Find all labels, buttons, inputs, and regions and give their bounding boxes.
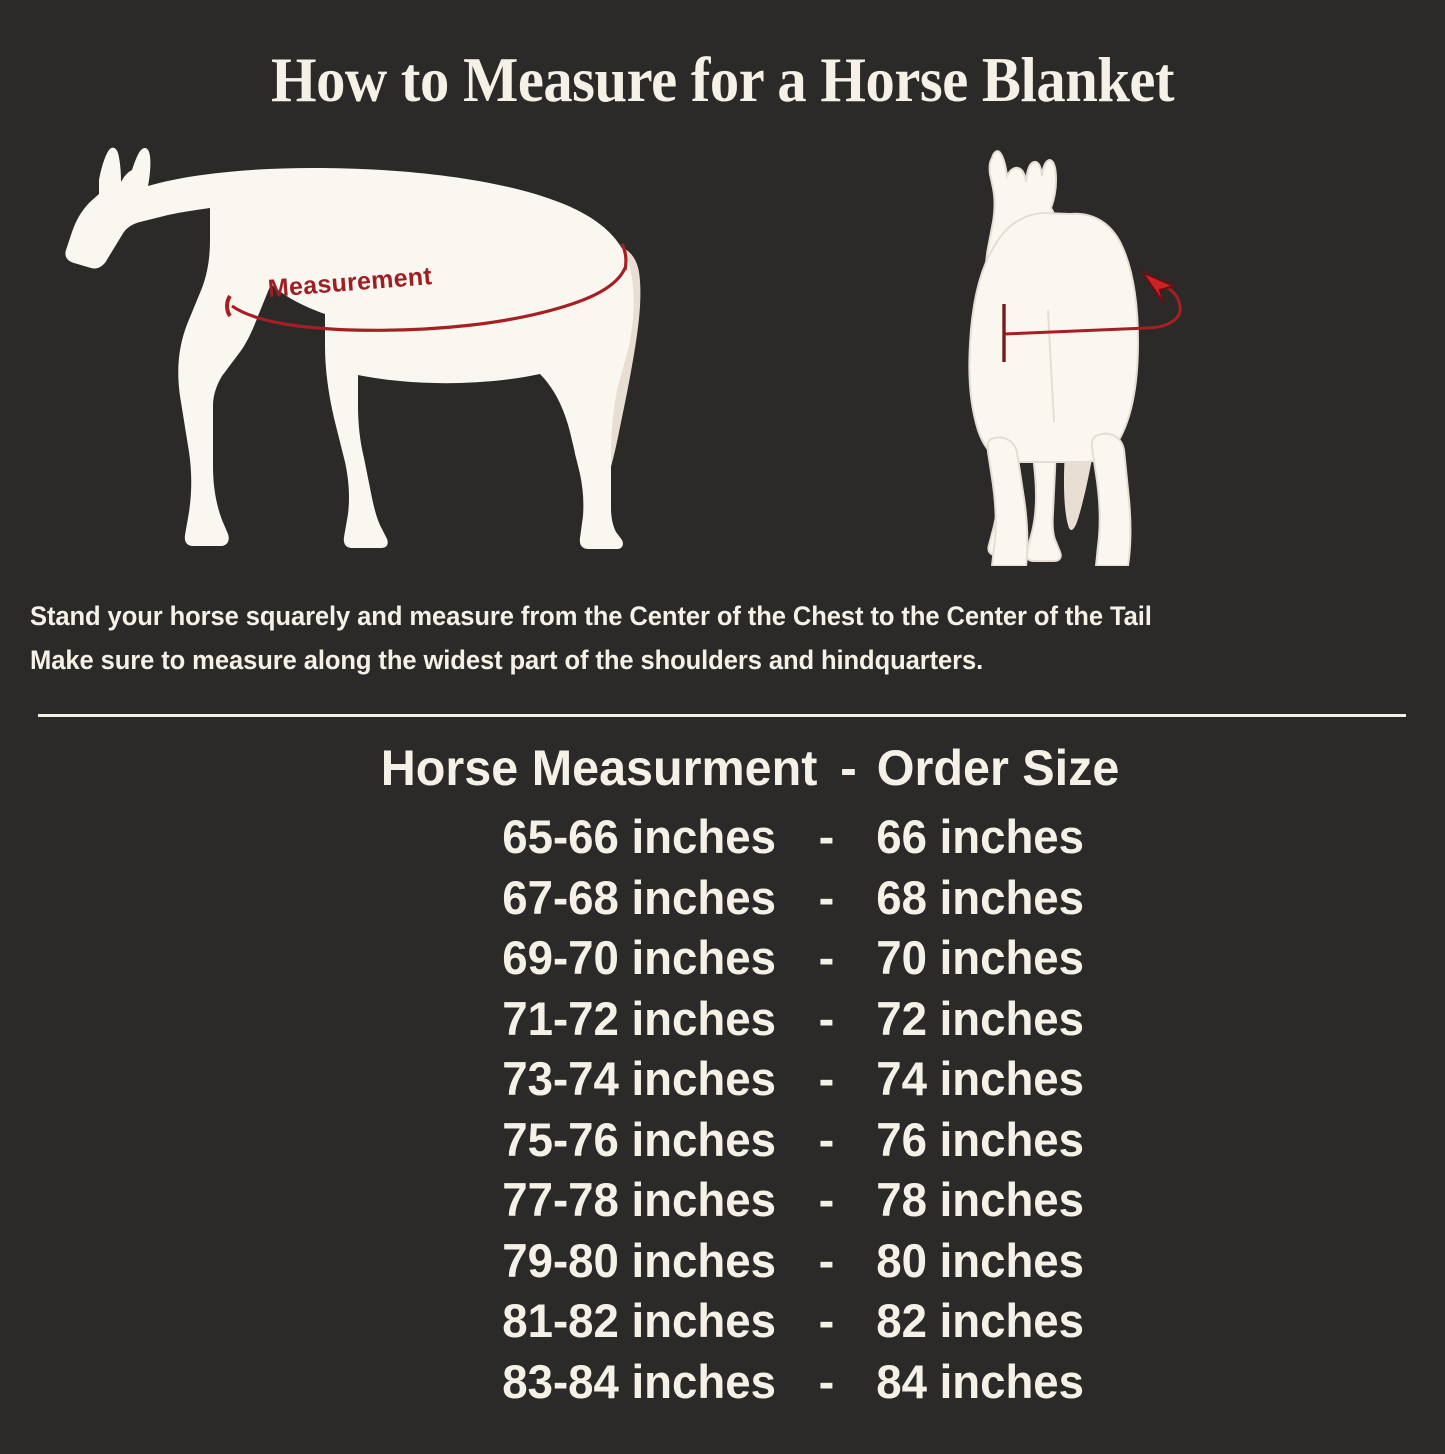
cell-measurement: 73-74 inches <box>502 1052 777 1105</box>
cell-order-size: 84 inches <box>875 1354 1084 1408</box>
cell-measurement: 83-84 inches <box>502 1354 777 1408</box>
cell-measurement: 75-76 inches <box>502 1112 777 1166</box>
horse-side-view: Measurement <box>62 136 702 566</box>
instruction-line-1: Stand your horse squarely and measure fr… <box>30 601 1152 631</box>
table-row: 71-72 inches - 72 inches <box>0 989 1445 1050</box>
horse-body-rear <box>968 211 1140 463</box>
cell-order-size: 68 inches <box>875 870 1084 924</box>
cell-dash: - <box>818 931 835 984</box>
cell-order-size: 78 inches <box>875 1173 1084 1226</box>
table-row: 73-74 inches - 74 inches <box>0 1049 1445 1110</box>
measurement-curve-rear <box>1147 284 1182 330</box>
cell-dash: - <box>818 810 835 863</box>
horse-hind-leg-left-rear <box>986 436 1029 566</box>
measurement-start-tick <box>225 294 232 318</box>
cell-measurement: 65-66 inches <box>502 810 777 863</box>
table-row: 65-66 inches - 66 inches <box>0 807 1445 868</box>
table-row: 77-78 inches - 78 inches <box>0 1170 1445 1231</box>
cell-dash: - <box>818 991 835 1045</box>
section-divider <box>38 714 1406 717</box>
cell-order-size: 70 inches <box>875 931 1084 984</box>
cell-order-size: 72 inches <box>875 991 1084 1045</box>
column-header-dash: - <box>840 740 857 796</box>
column-header-order-size: Order Size <box>876 740 1119 796</box>
column-header-measurement: Horse Measurment <box>381 740 818 796</box>
cell-order-size: 82 inches <box>875 1294 1084 1347</box>
table-row: 83-84 inches - 84 inches <box>0 1352 1445 1413</box>
instructions-block: Stand your horse squarely and measure fr… <box>30 594 1376 682</box>
horse-hind-leg-right-rear <box>1090 432 1132 566</box>
horse-rear-view <box>930 138 1230 566</box>
cell-order-size: 76 inches <box>875 1112 1084 1166</box>
horse-center-line-rear <box>1047 309 1055 423</box>
cell-measurement: 69-70 inches <box>502 931 777 984</box>
size-chart-table: Horse Measurment - Order Size 65-66 inch… <box>0 733 1445 1412</box>
cell-order-size: 66 inches <box>875 810 1084 863</box>
cell-dash: - <box>818 1233 835 1287</box>
measurement-end-tick <box>620 243 628 271</box>
cell-dash: - <box>818 1294 835 1347</box>
cell-dash: - <box>818 870 835 924</box>
cell-measurement: 71-72 inches <box>502 991 777 1045</box>
table-row: 67-68 inches - 68 inches <box>0 868 1445 929</box>
cell-measurement: 81-82 inches <box>502 1294 777 1347</box>
cell-dash: - <box>818 1052 835 1105</box>
cell-measurement: 79-80 inches <box>502 1233 777 1287</box>
horse-body-side <box>65 147 634 549</box>
cell-order-size: 80 inches <box>875 1233 1084 1287</box>
table-header-row: Horse Measurment - Order Size <box>0 733 1445 803</box>
table-row: 81-82 inches - 82 inches <box>0 1291 1445 1352</box>
cell-dash: - <box>818 1173 835 1226</box>
cell-measurement: 77-78 inches <box>502 1173 777 1226</box>
table-row: 69-70 inches - 70 inches <box>0 928 1445 989</box>
page-title: How to Measure for a Horse Blanket <box>270 45 1175 115</box>
instruction-line-2: Make sure to measure along the widest pa… <box>30 645 984 675</box>
measurement-arc <box>231 267 627 332</box>
cell-dash: - <box>818 1112 835 1166</box>
measurement-line-rear <box>1003 326 1149 336</box>
measurement-arrowhead-rear <box>1138 269 1178 305</box>
cell-measurement: 67-68 inches <box>502 870 777 924</box>
table-row: 79-80 inches - 80 inches <box>0 1231 1445 1292</box>
cell-order-size: 74 inches <box>875 1052 1084 1105</box>
illustration-area: Measurement <box>0 128 1445 578</box>
cell-dash: - <box>818 1354 835 1408</box>
table-row: 75-76 inches - 76 inches <box>0 1110 1445 1171</box>
